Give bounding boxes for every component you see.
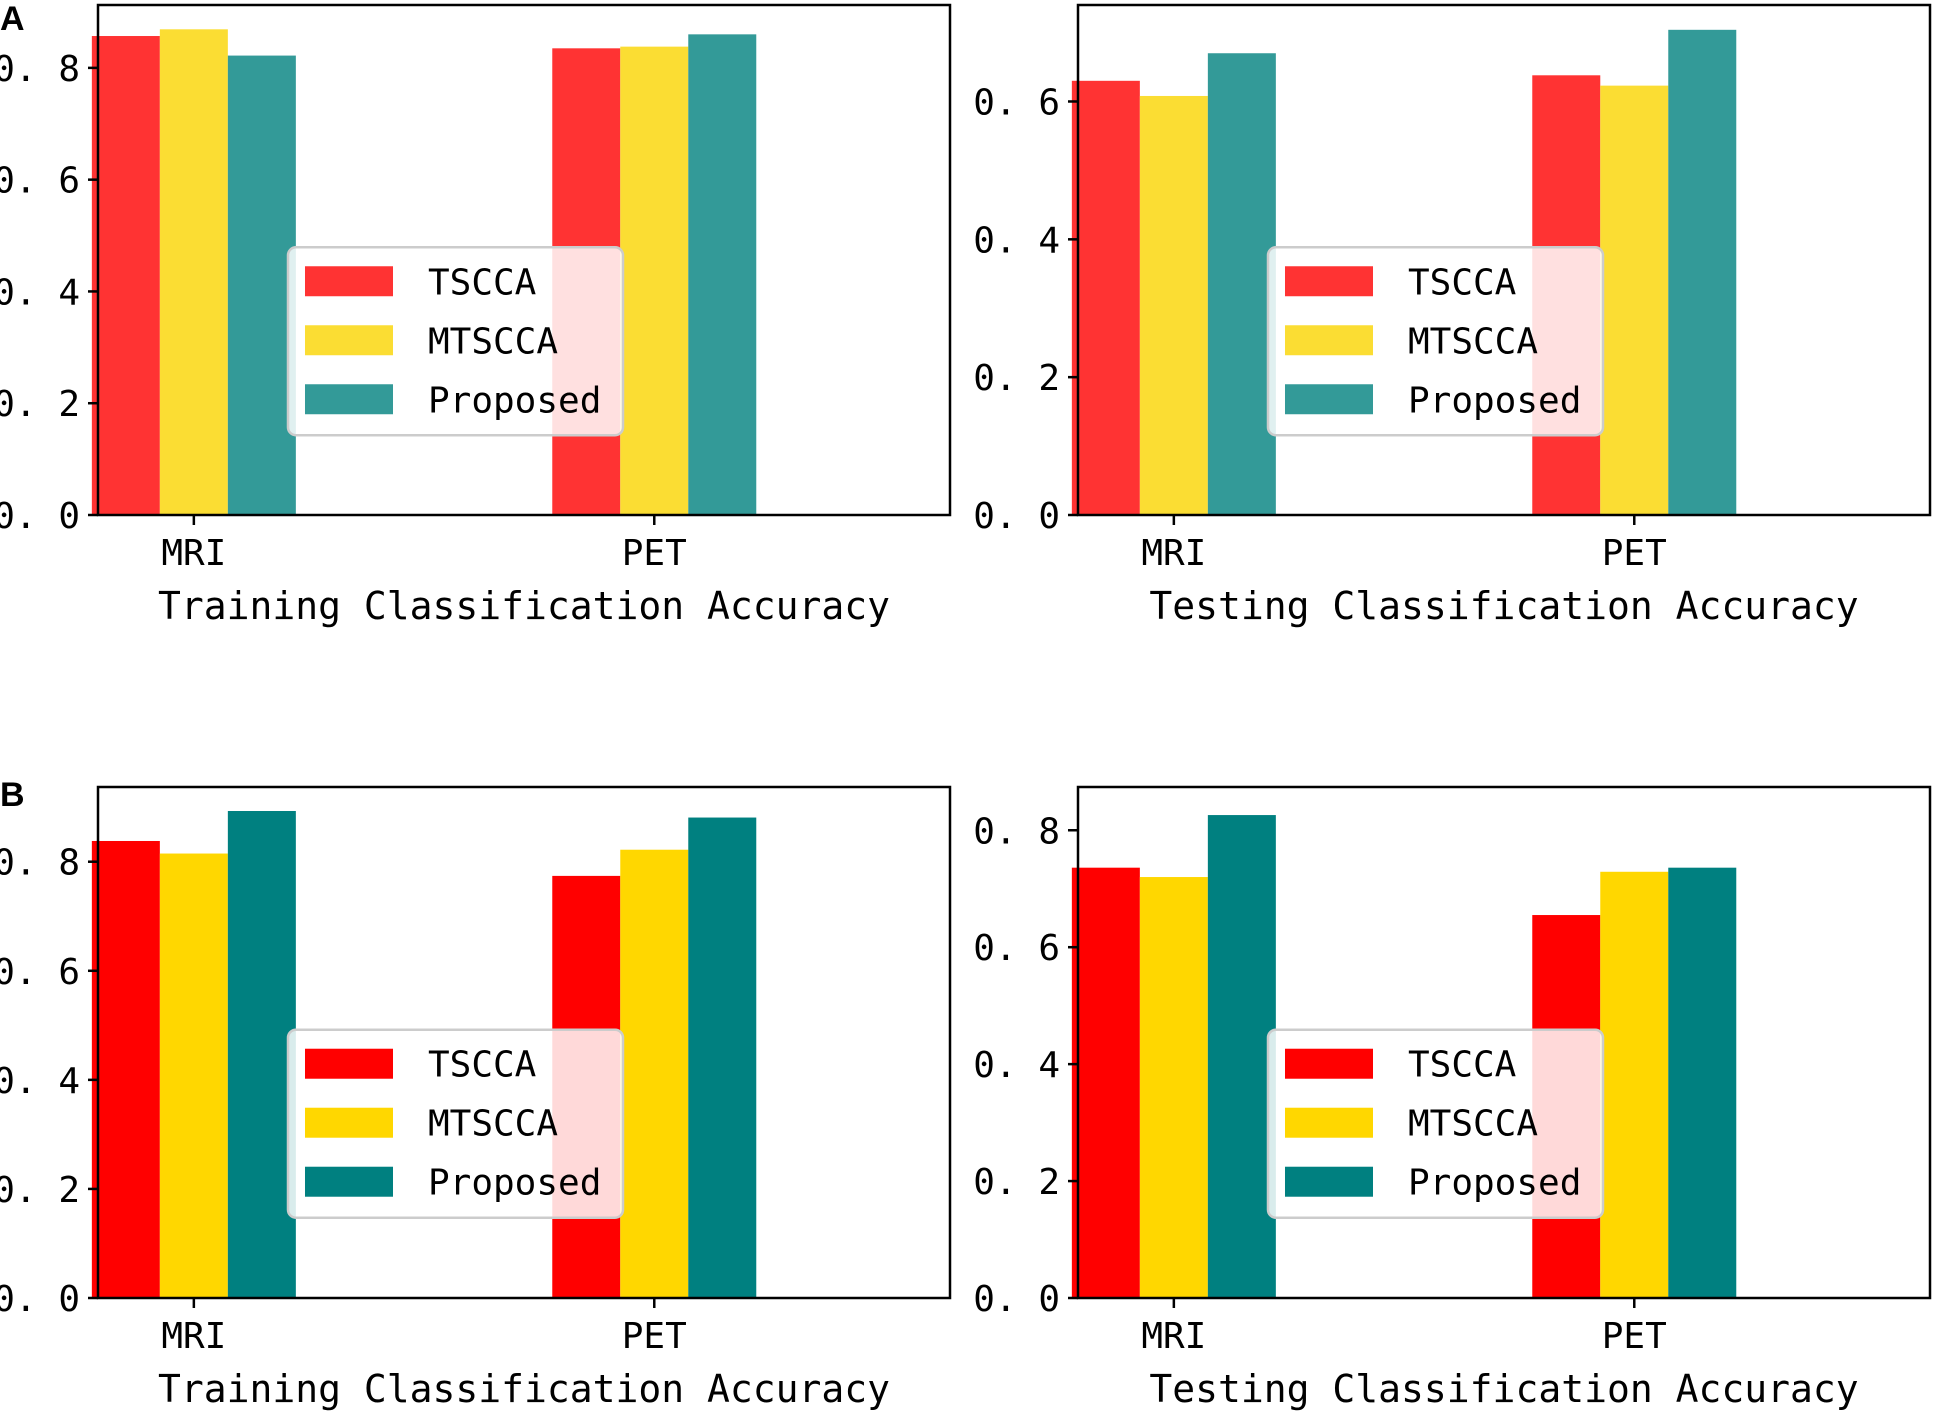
legend-swatch-a-test-proposed [1284,384,1373,415]
legend-label-b-train-tscca: TSCCA [428,1045,537,1086]
bar-b-train-mri-proposed [227,810,296,1298]
y-tick-label-b-train-2: 0. 4 [0,1061,80,1102]
bar-a-test-pet-proposed [1668,29,1737,515]
y-tick-label-a-test-0: 0. 0 [973,496,1060,537]
legend-label-a-test-proposed: Proposed [1408,380,1581,421]
y-tick-label-a-train-4: 0. 8 [0,49,80,90]
x-axis-label-a-test: Testing Classification Accuracy [1149,584,1858,628]
y-tick-label-a-test-3: 0. 6 [973,82,1060,123]
legend-label-b-test-tscca: TSCCA [1408,1045,1517,1086]
bar-b-train-pet-proposed [688,817,757,1298]
bar-b-test-mri-mtscca [1139,877,1208,1298]
y-tick-label-a-train-2: 0. 4 [0,272,80,313]
legend-label-a-train-tscca: TSCCA [428,262,537,303]
x-axis-label-b-train: Training Classification Accuracy [158,1367,890,1411]
x-axis-label-a-train: Training Classification Accuracy [158,584,890,628]
axes-frame-a-train [96,3,952,517]
y-tick-label-a-test-2: 0. 4 [973,220,1060,261]
legend-label-a-train-mtscca: MTSCCA [428,321,558,362]
x-tick-label-b-test-mri: MRI [1141,1316,1206,1357]
legend-swatch-a-test-mtscca [1284,325,1373,356]
y-tick-label-b-train-0: 0. 0 [0,1279,80,1320]
legend-label-a-test-tscca: TSCCA [1408,262,1517,303]
bar-b-train-pet-mtscca [620,849,689,1298]
legend-swatch-a-train-mtscca [304,325,393,356]
y-tick-label-b-test-3: 0. 6 [973,928,1060,969]
y-tick-label-a-train-1: 0. 2 [0,384,80,425]
subplot-b-test: 0. 0 0. 2 0. 4 0. 6 0. 8 MRI PET Testing Classi… [973,785,1932,1411]
bar-b-train-mri-mtscca [159,853,228,1298]
legend-label-a-test-mtscca: MTSCCA [1408,321,1538,362]
bar-a-train-mri-mtscca [159,29,228,516]
y-tick-label-a-train-0: 0. 0 [0,496,80,537]
legend-swatch-b-train-mtscca [304,1107,393,1138]
panel-label-b: B [0,776,25,814]
legend-label-a-train-proposed: Proposed [428,380,601,421]
legend-swatch-b-train-tscca [304,1048,393,1079]
legend-b-train: TSCCA MTSCCA Proposed [286,1028,625,1219]
bar-b-train-mri-tscca [91,840,160,1298]
legend-b-test: TSCCA MTSCCA Proposed [1266,1028,1605,1219]
y-tick-label-b-train-1: 0. 2 [0,1170,80,1211]
bar-a-train-mri-tscca [91,36,160,516]
x-tick-label-a-train-pet: PET [622,533,687,574]
y-tick-label-b-test-1: 0. 2 [973,1162,1060,1203]
subplot-a-test: 0. 0 0. 2 0. 4 0. 6 MRI PET Testing Classifica… [973,3,1932,628]
legend-swatch-b-test-tscca [1284,1048,1373,1079]
legend-label-b-test-mtscca: MTSCCA [1408,1104,1538,1145]
panel-label-a: A [0,0,25,38]
subplot-a-train: 0. 0 0. 2 0. 4 0. 6 0. 8 MRI PET Training Class… [0,3,952,628]
axes-frame-b-test [1076,785,1932,1300]
y-tick-label-b-test-2: 0. 4 [973,1045,1060,1086]
subplot-b-train: 0. 0 0. 2 0. 4 0. 6 0. 8 MRI PET Training Class… [0,785,952,1411]
bar-b-test-mri-tscca [1071,867,1140,1298]
bar-b-test-pet-mtscca [1600,871,1669,1298]
y-tick-label-a-test-1: 0. 2 [973,358,1060,399]
legend-swatch-b-test-proposed [1284,1166,1373,1197]
y-tick-label-a-train-3: 0. 6 [0,161,80,202]
y-tick-label-b-test-4: 0. 8 [973,811,1060,852]
legend-swatch-b-train-proposed [304,1166,393,1197]
legend-swatch-a-train-proposed [304,384,393,415]
y-tick-label-b-train-4: 0. 8 [0,843,80,884]
axes-frame-a-test [1076,3,1932,517]
x-tick-label-b-train-mri: MRI [161,1316,226,1357]
x-tick-label-b-train-pet: PET [622,1316,687,1357]
bar-a-test-mri-mtscca [1139,95,1208,516]
bar-a-train-pet-mtscca [620,46,689,515]
legend-label-b-train-proposed: Proposed [428,1163,601,1204]
legend-a-train: TSCCA MTSCCA Proposed [286,246,625,437]
bar-a-test-mri-tscca [1071,80,1140,515]
bar-b-test-pet-proposed [1668,867,1737,1298]
legend-swatch-a-test-tscca [1284,266,1373,297]
axes-frame-b-train [96,785,952,1300]
bar-a-test-mri-proposed [1207,53,1276,515]
x-tick-label-a-test-pet: PET [1602,533,1667,574]
bar-a-test-pet-mtscca [1600,85,1669,515]
legend-a-test: TSCCA MTSCCA Proposed [1266,246,1605,437]
x-tick-label-b-test-pet: PET [1602,1316,1667,1357]
bar-b-test-mri-proposed [1207,815,1276,1298]
legend-swatch-b-test-mtscca [1284,1107,1373,1138]
x-tick-label-a-test-mri: MRI [1141,533,1206,574]
x-axis-label-b-test: Testing Classification Accuracy [1149,1367,1858,1411]
x-tick-label-a-train-mri: MRI [161,533,226,574]
legend-label-b-train-mtscca: MTSCCA [428,1104,558,1145]
bar-a-train-mri-proposed [227,55,296,516]
charts-group: 0. 0 0. 2 0. 4 0. 6 0. 8 MRI PET Training Class… [0,3,1932,1411]
legend-label-b-test-proposed: Proposed [1408,1163,1581,1204]
y-tick-label-b-train-3: 0. 6 [0,952,80,993]
y-tick-label-b-test-0: 0. 0 [973,1279,1060,1320]
legend-swatch-a-train-tscca [304,266,393,297]
bar-a-train-pet-proposed [688,34,757,515]
